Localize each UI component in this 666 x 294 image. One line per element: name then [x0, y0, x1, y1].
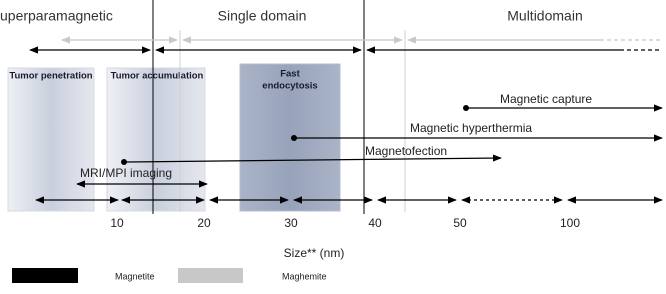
axis-tick-label: 40	[368, 216, 382, 230]
regime-label: Single domain	[218, 8, 307, 24]
box-label: Tumor penetration	[9, 71, 92, 82]
box-label: Fast	[280, 69, 300, 80]
axis-tick-label: 50	[453, 216, 467, 230]
axis-label: Size** (nm)	[284, 246, 345, 260]
box	[106, 67, 206, 212]
legend-label: Maghemite	[282, 271, 327, 281]
regime-label: Multidomain	[507, 8, 582, 24]
method-label: MRI/MPI imaging	[80, 166, 172, 180]
method-arrow	[123, 154, 502, 163]
legend-swatch	[12, 268, 78, 283]
axis-tick-label: 100	[560, 216, 580, 230]
axis-tick-label: 20	[197, 216, 211, 230]
method-label: Magnetofection	[365, 144, 447, 158]
method-label: Magnetic capture	[500, 92, 592, 106]
box-label: Tumor accumulation	[111, 71, 204, 82]
box-label: endocytosis	[262, 81, 317, 92]
legend-swatch	[178, 268, 243, 283]
legend-label: Magnetite	[115, 271, 155, 281]
box	[7, 67, 95, 212]
method-label: Magnetic hyperthermia	[410, 121, 532, 135]
axis-tick-label: 30	[284, 216, 298, 230]
axis-tick-label: 10	[110, 216, 124, 230]
regime-label: uperparamagnetic	[0, 8, 113, 24]
